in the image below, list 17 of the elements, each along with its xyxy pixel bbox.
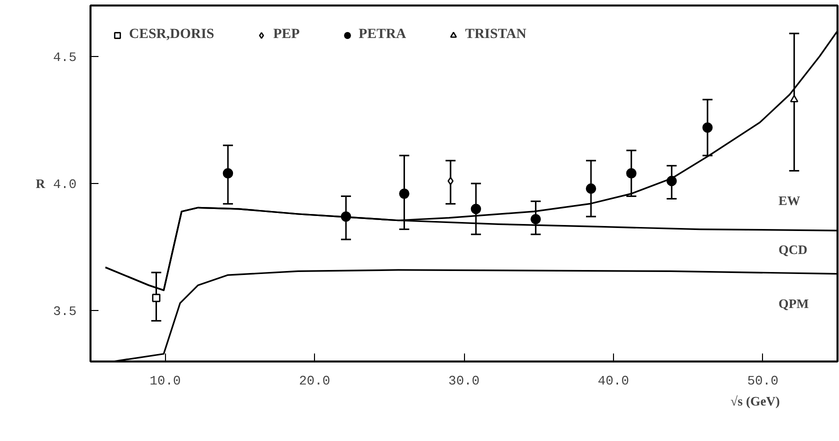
annotation: EW [778, 193, 800, 208]
y-tick-label: 4.5 [53, 50, 76, 65]
y-tick-label: 3.5 [53, 304, 76, 320]
legend-label: PETRA [358, 27, 406, 43]
x-tick-label: 20.0 [298, 374, 330, 388]
x-tick-label: 30.0 [448, 374, 480, 388]
x-axis-title: √s (GeV) [730, 394, 780, 408]
annotation: QCD [778, 242, 808, 257]
x-tick-label: 40.0 [598, 374, 630, 388]
legend-label: PEP [273, 27, 300, 43]
x-tick-label: 10.0 [150, 374, 181, 388]
y-axis-title: R [36, 176, 46, 191]
y-tick-label: 4.0 [53, 177, 76, 192]
legend-label: TRISTAN [465, 27, 526, 43]
x-tick-label: 50.0 [747, 374, 778, 388]
legend-label: CESR,DORIS [129, 27, 214, 43]
annotation: QPM [778, 296, 809, 311]
